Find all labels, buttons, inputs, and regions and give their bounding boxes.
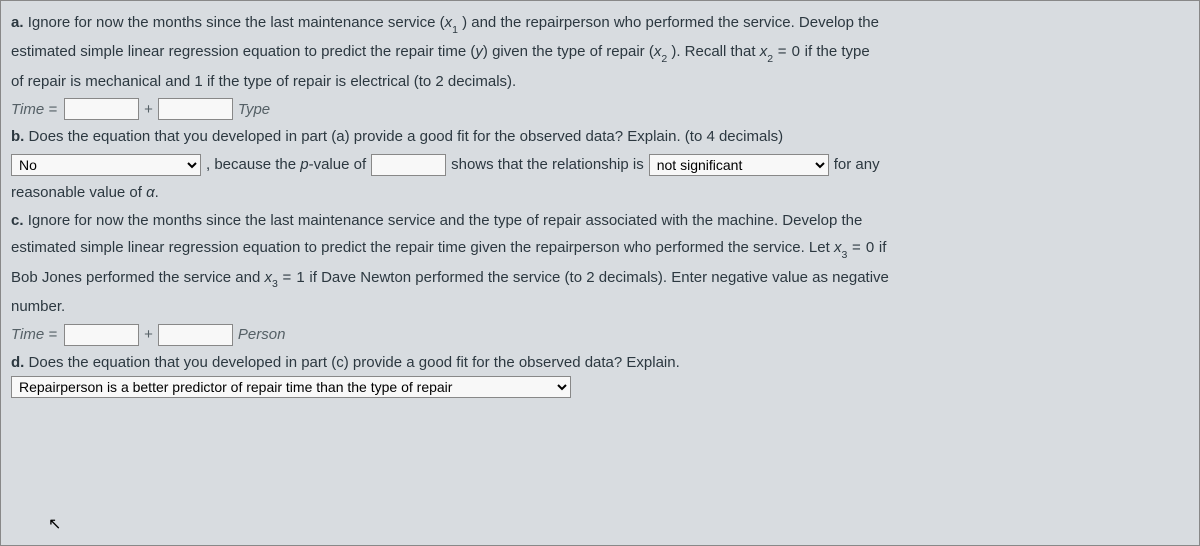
part-a-l2-after: ). Recall that bbox=[667, 43, 760, 60]
time-equals-a: Time = bbox=[11, 96, 57, 124]
part-a-l2-mid: ) given the type of repair ( bbox=[483, 43, 654, 60]
eq-x3-0: = 0 bbox=[847, 239, 874, 256]
part-b-select-signif[interactable]: not significant bbox=[649, 154, 829, 176]
part-d-q: Does the equation that you developed in … bbox=[29, 354, 680, 371]
part-c-l2b: if bbox=[875, 239, 887, 256]
b-pvar: p bbox=[300, 156, 308, 173]
part-b-text: b. Does the equation that you developed … bbox=[11, 123, 1189, 151]
var-x2b-sub: 2 bbox=[767, 53, 773, 65]
eq-a-intercept-input[interactable] bbox=[64, 98, 139, 120]
part-a-l2-pre: estimated simple linear regression equat… bbox=[11, 43, 475, 60]
equation-c-row: Time = + Person bbox=[11, 321, 1189, 349]
time-equals-c: Time = bbox=[11, 321, 57, 349]
eq-x2-0: = 0 bbox=[773, 43, 800, 60]
type-label-a: Type bbox=[238, 96, 270, 124]
b-after: for any bbox=[834, 151, 880, 179]
part-b-answer-row: No , because the p-value of shows that t… bbox=[11, 151, 1189, 179]
b-mid1-post: -value of bbox=[309, 156, 367, 173]
var-y: y bbox=[475, 43, 483, 60]
eq-x3-1: = 1 bbox=[278, 269, 305, 286]
var-x3b: x bbox=[264, 269, 272, 286]
plus-a: + bbox=[144, 96, 153, 124]
part-c-l2a: estimated simple linear regression equat… bbox=[11, 239, 834, 256]
part-d-select[interactable]: Repairperson is a better predictor of re… bbox=[11, 376, 571, 398]
part-a-label: a. bbox=[11, 14, 24, 31]
eq-c-slope-input[interactable] bbox=[158, 324, 233, 346]
var-x3-sub: 3 bbox=[841, 249, 847, 261]
eq-a-slope-input[interactable] bbox=[158, 98, 233, 120]
part-d-text: d. Does the equation that you developed … bbox=[11, 349, 1189, 377]
var-x1-sub: 1 bbox=[452, 24, 458, 36]
part-c-l3a: Bob Jones performed the service and bbox=[11, 269, 264, 286]
part-c-label: c. bbox=[11, 212, 24, 229]
b-mid1: , because the p-value of bbox=[206, 151, 366, 179]
b-tail-pre: reasonable value of bbox=[11, 184, 146, 201]
part-c-line2: estimated simple linear regression equat… bbox=[11, 234, 1189, 263]
part-a-line1-post: ) and the repairperson who performed the… bbox=[458, 14, 879, 31]
part-c-line1: c. Ignore for now the months since the l… bbox=[11, 207, 1189, 235]
eq-c-intercept-input[interactable] bbox=[64, 324, 139, 346]
part-b-pvalue-input[interactable] bbox=[371, 154, 446, 176]
part-d-answer-row: Repairperson is a better predictor of re… bbox=[11, 376, 1189, 398]
var-x1: x bbox=[445, 14, 453, 31]
alpha: α bbox=[146, 184, 155, 201]
var-x2-sub: 2 bbox=[661, 53, 667, 65]
part-a-line1-pre: Ignore for now the months since the last… bbox=[28, 14, 445, 31]
b-mid2: shows that the relationship is bbox=[451, 151, 644, 179]
var-x3b-sub: 3 bbox=[272, 278, 278, 290]
part-c-line3: Bob Jones performed the service and x3 =… bbox=[11, 264, 1189, 293]
part-b-label: b. bbox=[11, 128, 24, 145]
part-b-select-fit[interactable]: No bbox=[11, 154, 201, 176]
part-a-line3: of repair is mechanical and 1 if the typ… bbox=[11, 68, 1189, 96]
person-label-c: Person bbox=[238, 321, 286, 349]
b-mid1-pre: , because the bbox=[206, 156, 300, 173]
part-d-label: d. bbox=[11, 354, 24, 371]
part-c-l1: Ignore for now the months since the last… bbox=[28, 212, 863, 229]
part-a-line2: estimated simple linear regression equat… bbox=[11, 38, 1189, 67]
plus-c: + bbox=[144, 321, 153, 349]
b-tail-post: . bbox=[155, 184, 159, 201]
question-panel: a. Ignore for now the months since the l… bbox=[0, 0, 1200, 546]
part-a-l2-end: if the type bbox=[801, 43, 870, 60]
part-c-line4: number. bbox=[11, 293, 1189, 321]
b-tail: reasonable value of α. bbox=[11, 179, 1189, 207]
part-b-q: Does the equation that you developed in … bbox=[29, 128, 784, 145]
part-c-l3b: if Dave Newton performed the service (to… bbox=[305, 269, 889, 286]
part-a-text: a. Ignore for now the months since the l… bbox=[11, 9, 1189, 38]
equation-a-row: Time = + Type bbox=[11, 96, 1189, 124]
